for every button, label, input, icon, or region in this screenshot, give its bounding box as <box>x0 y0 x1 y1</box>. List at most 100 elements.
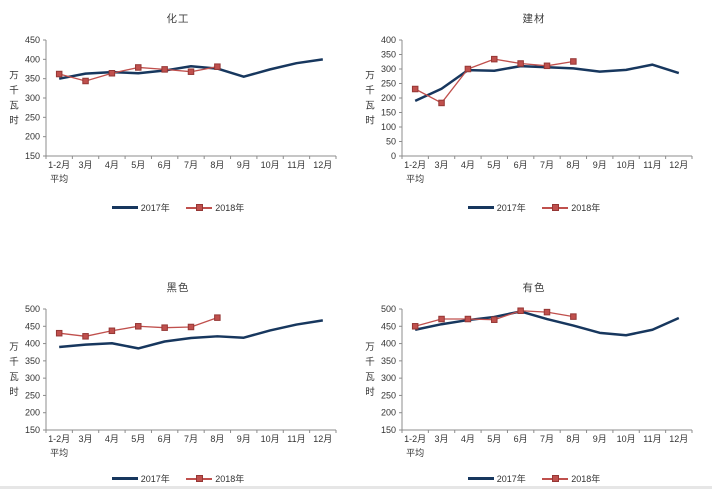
svg-text:4月: 4月 <box>461 160 475 170</box>
svg-text:8月: 8月 <box>566 434 580 444</box>
svg-text:时: 时 <box>9 115 19 127</box>
chart-legend: 2017年 2018年 <box>0 201 356 214</box>
svg-text:450: 450 <box>381 321 396 331</box>
chart-legend: 2017年 2018年 <box>0 472 356 485</box>
svg-text:千: 千 <box>9 86 19 97</box>
legend-label-2018: 2018年 <box>571 474 601 484</box>
chart-title-chemical: 化工 <box>166 13 190 25</box>
svg-text:200: 200 <box>381 408 396 418</box>
svg-text:时: 时 <box>365 386 375 398</box>
svg-text:11月: 11月 <box>287 160 305 170</box>
svg-text:150: 150 <box>381 425 396 435</box>
svg-text:500: 500 <box>25 304 40 314</box>
svg-text:9月: 9月 <box>593 434 607 444</box>
svg-text:12月: 12月 <box>313 434 332 444</box>
svg-text:250: 250 <box>25 390 40 400</box>
svg-text:10月: 10月 <box>617 160 636 170</box>
svg-text:万: 万 <box>365 342 375 353</box>
legend-item-2017: 2017年 <box>467 472 526 485</box>
svg-text:12月: 12月 <box>313 160 332 170</box>
legend-label-2018: 2018年 <box>215 203 245 213</box>
line-swatch-2018 <box>186 204 213 211</box>
svg-text:万: 万 <box>365 71 375 82</box>
svg-text:6月: 6月 <box>514 434 528 444</box>
svg-text:瓦: 瓦 <box>365 372 375 383</box>
svg-text:9月: 9月 <box>237 160 251 170</box>
svg-text:1-2月: 1-2月 <box>404 160 426 170</box>
legend-label-2017: 2017年 <box>496 203 526 213</box>
square-marker-icon <box>196 475 204 482</box>
svg-text:50: 50 <box>386 137 396 147</box>
svg-text:9月: 9月 <box>593 160 607 170</box>
svg-text:8月: 8月 <box>210 160 224 170</box>
svg-text:9月: 9月 <box>237 434 251 444</box>
svg-text:300: 300 <box>25 93 40 103</box>
legend-label-2018: 2018年 <box>215 474 245 484</box>
legend-item-2018: 2018年 <box>542 201 600 214</box>
svg-text:10月: 10月 <box>617 434 636 444</box>
svg-text:瓦: 瓦 <box>365 101 375 112</box>
legend-item-2017: 2017年 <box>111 472 170 485</box>
svg-text:350: 350 <box>381 50 396 60</box>
svg-text:万: 万 <box>9 342 19 353</box>
line-swatch-2018 <box>186 475 213 482</box>
svg-text:5月: 5月 <box>131 434 145 444</box>
svg-text:200: 200 <box>25 408 40 418</box>
svg-text:千: 千 <box>365 357 375 368</box>
svg-text:400: 400 <box>25 54 40 64</box>
svg-text:150: 150 <box>381 108 396 118</box>
svg-text:4月: 4月 <box>461 434 475 444</box>
svg-text:10月: 10月 <box>261 434 280 444</box>
chart-panel-ferrous: 500 450 400 350 300 250 200 150 1-2月 3月 4月 5月 6月 7月 8月… <box>0 244 356 489</box>
svg-text:平均: 平均 <box>406 173 424 184</box>
svg-text:12月: 12月 <box>669 160 688 170</box>
chemical-chart-plot: 450 400 350 300 250 200 150 1-2月 3月 4月 5月 6月 7月 8月 9月 1… <box>9 35 337 184</box>
svg-text:200: 200 <box>381 93 396 103</box>
svg-text:3月: 3月 <box>79 434 93 444</box>
svg-text:10月: 10月 <box>261 160 280 170</box>
svg-text:11月: 11月 <box>643 160 661 170</box>
svg-text:4月: 4月 <box>105 160 119 170</box>
svg-text:300: 300 <box>381 373 396 383</box>
svg-text:12月: 12月 <box>669 434 688 444</box>
svg-text:瓦: 瓦 <box>9 101 19 112</box>
svg-text:5月: 5月 <box>487 434 501 444</box>
line-swatch-2017 <box>467 477 494 480</box>
svg-text:万: 万 <box>9 71 19 82</box>
svg-text:200: 200 <box>25 132 40 142</box>
svg-text:350: 350 <box>25 74 40 84</box>
svg-text:8月: 8月 <box>566 160 580 170</box>
svg-text:150: 150 <box>25 151 40 161</box>
svg-text:250: 250 <box>381 390 396 400</box>
line-swatch-2017 <box>111 477 138 480</box>
svg-text:时: 时 <box>9 386 19 398</box>
square-marker-icon <box>196 204 204 211</box>
square-marker-icon <box>552 475 560 482</box>
svg-text:350: 350 <box>25 356 40 366</box>
svg-text:6月: 6月 <box>158 434 172 444</box>
svg-text:千: 千 <box>9 357 19 368</box>
svg-text:6月: 6月 <box>514 160 528 170</box>
svg-text:11月: 11月 <box>643 434 661 444</box>
svg-text:7月: 7月 <box>184 434 198 444</box>
legend-label-2017: 2017年 <box>140 474 170 484</box>
chart-title-nonferrous: 有色 <box>522 282 546 294</box>
svg-text:350: 350 <box>381 356 396 366</box>
svg-text:3月: 3月 <box>435 434 449 444</box>
chart-legend: 2017年 2018年 <box>356 472 712 485</box>
bottom-divider <box>0 486 712 489</box>
svg-text:6月: 6月 <box>158 160 172 170</box>
line-swatch-2017 <box>111 206 138 209</box>
chart-panel-building-materials: 400 350 300 250 200 150 100 50 0 1-2月 3月 4月 5月 6月 7月 8月… <box>356 0 712 244</box>
svg-text:250: 250 <box>381 79 396 89</box>
chart-title-ferrous: 黑色 <box>166 282 190 294</box>
svg-text:450: 450 <box>25 35 40 45</box>
building-materials-chart-plot: 400 350 300 250 200 150 100 50 0 1-2月 3月 4月 5月 6月 7月 8月… <box>365 35 693 184</box>
svg-text:3月: 3月 <box>435 160 449 170</box>
legend-item-2018: 2018年 <box>186 472 244 485</box>
svg-text:7月: 7月 <box>540 434 554 444</box>
svg-text:500: 500 <box>381 304 396 314</box>
svg-text:400: 400 <box>381 339 396 349</box>
nonferrous-chart-plot: 500 450 400 350 300 250 200 150 1-2月 3月 4月 5月 6月 7月 8月… <box>365 304 693 458</box>
